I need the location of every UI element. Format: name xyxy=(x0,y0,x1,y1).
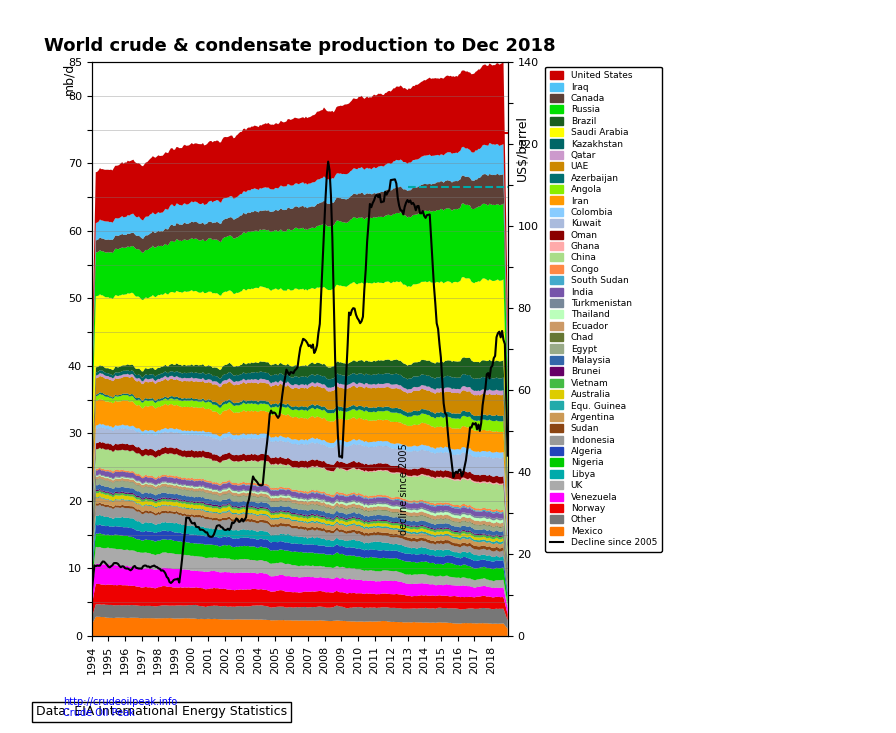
Y-axis label: US$/barrel: US$/barrel xyxy=(516,115,529,181)
Text: Data: EIA International Energy Statistics: Data: EIA International Energy Statistic… xyxy=(36,705,287,718)
Title: World crude & condensate production to Dec 2018: World crude & condensate production to D… xyxy=(44,37,556,55)
Text: decline since 2005: decline since 2005 xyxy=(400,443,409,534)
Legend: United States, Iraq, Canada, Russia, Brazil, Saudi Arabia, Kazakhstan, Qatar, UA: United States, Iraq, Canada, Russia, Bra… xyxy=(546,67,661,552)
Y-axis label: mb/d: mb/d xyxy=(62,63,75,95)
Text: http://crudeoilpeak.info
Crude Oil Peak: http://crudeoilpeak.info Crude Oil Peak xyxy=(63,697,177,718)
